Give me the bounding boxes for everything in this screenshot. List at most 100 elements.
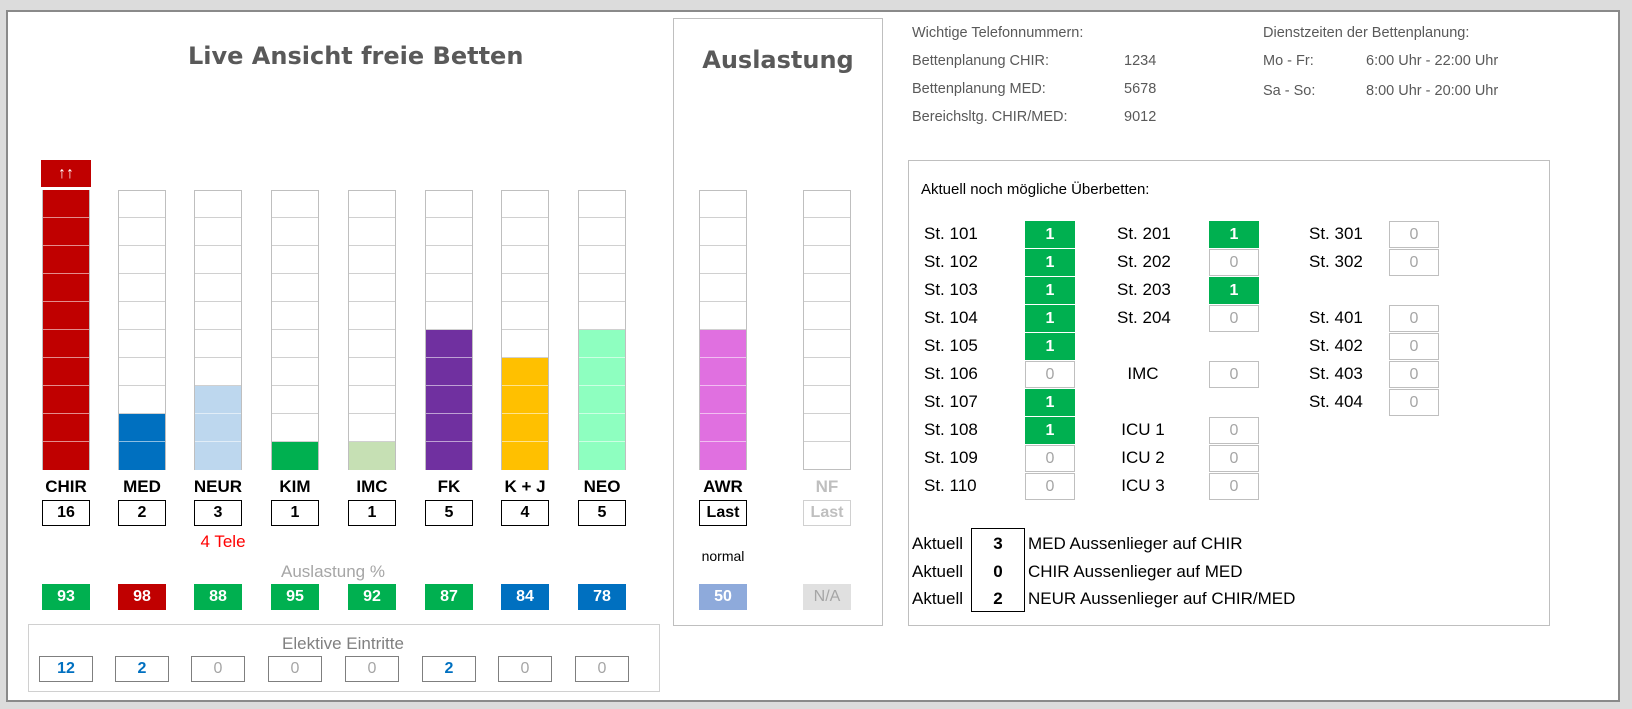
- bed-cell: [195, 442, 241, 470]
- bed-bar: [348, 190, 396, 470]
- overbed-station-label: St. 110: [924, 476, 977, 495]
- bed-cell: [195, 386, 241, 414]
- bed-cell: [349, 386, 395, 414]
- station-label: K + J: [504, 477, 546, 496]
- bed-bar: [578, 190, 626, 470]
- overbed-count-box: 0: [1209, 445, 1259, 472]
- bed-cell: [195, 330, 241, 358]
- overbed-station-label: St. 302: [1309, 252, 1363, 271]
- hours-time: 6:00 Uhr - 22:00 Uhr: [1366, 53, 1499, 69]
- outlier-value: 0: [993, 562, 1003, 581]
- bed-cell: [349, 274, 395, 302]
- overbeds-panel: [908, 160, 1550, 626]
- phones-heading: Wichtige Telefonnummern:: [912, 25, 1084, 41]
- outlier-text: MED Aussenlieger auf CHIR: [1028, 534, 1243, 553]
- bed-cell: [272, 218, 318, 246]
- bed-bar: [425, 190, 473, 470]
- outlier-value: 2: [993, 589, 1003, 608]
- bed-cell: [804, 274, 850, 302]
- bed-bar: [42, 190, 90, 470]
- live-view-title: Live Ansicht freie Betten: [188, 42, 524, 70]
- bed-cell: [804, 302, 850, 330]
- bed-cell: [43, 274, 89, 302]
- bed-cell: [502, 386, 548, 414]
- bed-cell: [349, 190, 395, 218]
- bed-cell: [804, 190, 850, 218]
- bed-cell: [349, 218, 395, 246]
- bed-cell: [349, 246, 395, 274]
- awr-util-box: 50: [699, 584, 747, 610]
- overbed-count-box: 1: [1025, 249, 1075, 276]
- utilization-box: 87: [425, 584, 473, 610]
- bed-bar: [118, 190, 166, 470]
- bed-cell: [426, 302, 472, 330]
- nf-util-box: N/A: [803, 584, 851, 610]
- outliers-box: [971, 528, 1025, 612]
- bed-cell: [195, 302, 241, 330]
- bed-cell: [43, 386, 89, 414]
- bed-cell: [502, 190, 548, 218]
- outlier-prefix: Aktuell: [912, 562, 964, 581]
- bed-cell: [804, 442, 850, 470]
- phone-label: Bettenplanung CHIR:: [912, 53, 1050, 69]
- utilization-box: 78: [578, 584, 626, 610]
- outlier-prefix: Aktuell: [912, 589, 964, 608]
- overbed-count-box: 0: [1209, 305, 1259, 332]
- bed-cell: [579, 386, 625, 414]
- overbed-count-box: 1: [1025, 305, 1075, 332]
- outlier-text: CHIR Aussenlieger auf MED: [1028, 562, 1243, 581]
- bed-cell: [579, 330, 625, 358]
- bed-cell: [426, 330, 472, 358]
- overbed-station-label: ICU 3: [1121, 476, 1165, 495]
- bed-cell: [272, 274, 318, 302]
- nf-label: NF: [815, 477, 839, 496]
- bed-cell: [804, 414, 850, 442]
- phone-number: 9012: [1124, 109, 1157, 125]
- station-label: KIM: [279, 477, 311, 496]
- utilization-box: 93: [42, 584, 90, 610]
- bed-cell: [119, 218, 165, 246]
- bed-cell: [700, 442, 746, 470]
- bed-cell: [700, 190, 746, 218]
- utilization-box: 92: [348, 584, 396, 610]
- awr-label: AWR: [703, 477, 743, 496]
- overbed-station-label: ICU 1: [1121, 420, 1165, 439]
- elective-box: 0: [191, 656, 245, 682]
- overbed-station-label: St. 108: [924, 420, 978, 439]
- utilization-box: 84: [501, 584, 549, 610]
- bed-cell: [804, 218, 850, 246]
- bed-cell: [195, 218, 241, 246]
- overbed-station-label: St. 103: [924, 280, 978, 299]
- bed-cell: [119, 274, 165, 302]
- station-label: NEUR: [193, 477, 243, 496]
- bed-cell: [426, 442, 472, 470]
- station-label: NEO: [583, 477, 621, 496]
- elective-box: 12: [39, 656, 93, 682]
- overbed-count-box: 0: [1389, 249, 1439, 276]
- bed-cell: [43, 358, 89, 386]
- overbed-count-box: 0: [1025, 361, 1075, 388]
- hours-heading: Dienstzeiten der Bettenplanung:: [1263, 25, 1470, 41]
- free-beds-box: 1: [348, 500, 396, 526]
- awr-status: normal: [701, 548, 745, 564]
- free-beds-box: 4: [501, 500, 549, 526]
- elective-box: 0: [345, 656, 399, 682]
- overbed-count-box: 1: [1025, 277, 1075, 304]
- bed-cell: [119, 190, 165, 218]
- overbed-station-label: St. 109: [924, 448, 978, 467]
- hours-days: Sa - So:: [1263, 83, 1316, 99]
- bed-cell: [502, 442, 548, 470]
- station-label: MED: [123, 477, 161, 496]
- station-label: CHIR: [45, 477, 87, 496]
- overbed-station-label: St. 106: [924, 364, 978, 383]
- free-beds-box: 3: [194, 500, 242, 526]
- overbed-count-box: 0: [1389, 361, 1439, 388]
- station-label: IMC: [356, 477, 388, 496]
- free-beds-box: 16: [42, 500, 90, 526]
- utilization-heading: Auslastung %: [281, 562, 385, 581]
- hours-time: 8:00 Uhr - 20:00 Uhr: [1366, 83, 1499, 99]
- bed-cell: [119, 302, 165, 330]
- overbed-station-label: St. 203: [1117, 280, 1171, 299]
- bed-cell: [43, 442, 89, 470]
- overbed-station-label: St. 202: [1117, 252, 1171, 271]
